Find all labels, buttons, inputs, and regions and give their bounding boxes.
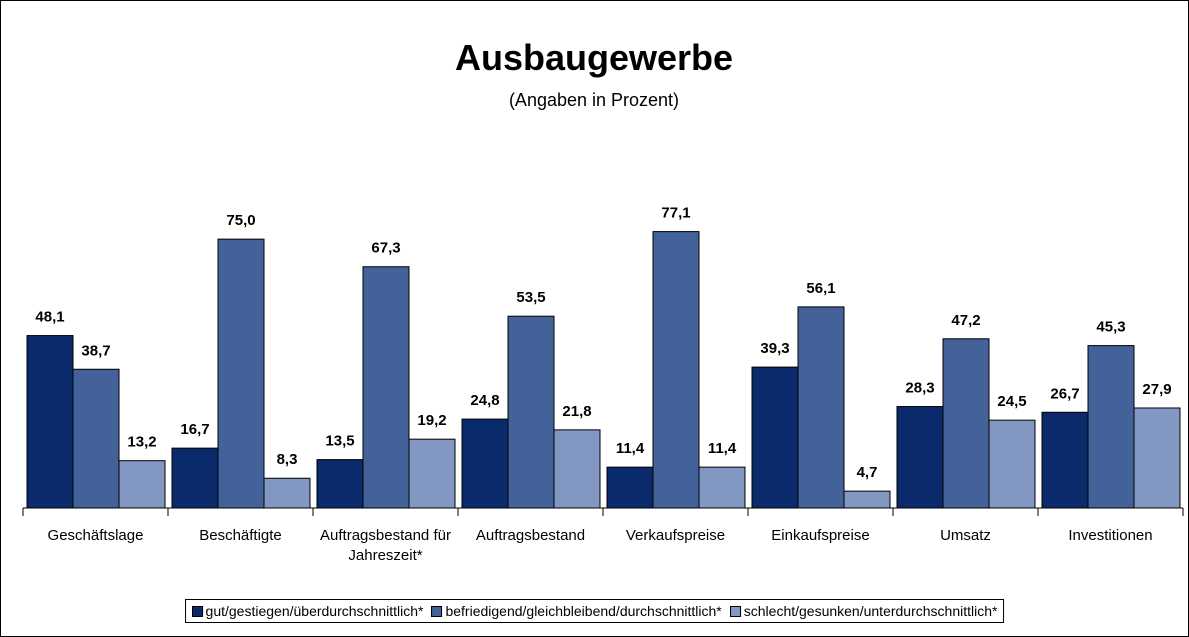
x-tick-label: Umsatz: [940, 527, 991, 544]
bar: [652, 231, 700, 509]
value-label: 45,3: [1096, 319, 1125, 336]
bar: [942, 338, 990, 509]
legend-swatch: [431, 605, 443, 617]
value-label: 27,9: [1142, 381, 1171, 398]
bar: [217, 238, 265, 509]
legend-swatch: [729, 605, 741, 617]
x-tick-label: Geschäftslage: [47, 527, 144, 544]
value-label: 24,5: [997, 393, 1026, 410]
value-label: 13,2: [127, 434, 156, 451]
bar: [362, 266, 410, 509]
value-label: 11,4: [616, 440, 645, 457]
legend: gut/gestiegen/überdurchschnittlich* befri…: [184, 599, 1005, 623]
chart-title: Ausbaugewerbe: [455, 37, 733, 78]
value-label: 53,5: [516, 289, 545, 306]
bar: [606, 466, 654, 509]
bar: [72, 368, 120, 509]
legend-label: gut/gestiegen/überdurchschnittlich*: [205, 603, 424, 619]
legend-swatch: [191, 605, 203, 617]
bar: [1041, 411, 1089, 509]
value-label: 19,2: [417, 412, 446, 429]
x-tick-label: Beschäftigte: [199, 527, 282, 544]
x-tick-label: Auftragsbestand für Jahreszeit*: [320, 527, 451, 564]
value-label: 56,1: [806, 280, 835, 297]
bar: [461, 418, 509, 509]
value-label: 38,7: [81, 342, 110, 359]
bar: [698, 466, 746, 509]
value-label: 24,8: [470, 392, 499, 409]
bar: [316, 459, 364, 509]
value-label: 47,2: [951, 312, 980, 329]
value-label: 48,1: [35, 309, 64, 326]
legend-item: befriedigend/gleichbleibend/durchschnitt…: [431, 603, 722, 619]
value-label: 67,3: [371, 240, 400, 257]
bar: [118, 460, 166, 509]
legend-item: gut/gestiegen/überdurchschnittlich*: [191, 603, 424, 619]
bar: [171, 447, 219, 509]
value-label: 4,7: [857, 464, 878, 481]
value-label: 77,1: [661, 205, 690, 222]
bar: [1133, 407, 1181, 509]
value-label: 16,7: [180, 421, 209, 438]
value-label: 13,5: [325, 433, 354, 450]
x-tick-label: Einkaufspreise: [771, 527, 870, 544]
chart-subtitle: (Angaben in Prozent): [509, 90, 679, 110]
value-label: 28,3: [905, 380, 934, 397]
bar: [553, 429, 601, 509]
legend-label: schlecht/gesunken/unterdurchschnittlich*: [743, 603, 998, 619]
x-tick-label: Investitionen: [1068, 527, 1153, 544]
legend-item: schlecht/gesunken/unterdurchschnittlich*: [729, 603, 998, 619]
value-label: 75,0: [226, 212, 255, 229]
bar: [263, 477, 311, 509]
x-tick-label: Auftragsbestand: [475, 527, 586, 544]
value-label: 11,4: [708, 440, 737, 457]
value-label: 8,3: [277, 451, 298, 468]
bar: [896, 406, 944, 509]
legend-label: befriedigend/gleichbleibend/durchschnitt…: [445, 603, 722, 619]
x-tick-label: Verkaufspreise: [625, 527, 726, 544]
bar: [797, 306, 845, 509]
bar: [988, 419, 1036, 509]
value-label: 39,3: [760, 340, 789, 357]
bar: [751, 366, 799, 509]
bar: [843, 490, 891, 509]
value-label: 21,8: [562, 403, 591, 420]
bar: [408, 438, 456, 509]
value-label: 26,7: [1050, 385, 1079, 402]
bar: [26, 335, 74, 509]
bar: [507, 315, 555, 509]
bar: [1087, 345, 1135, 509]
